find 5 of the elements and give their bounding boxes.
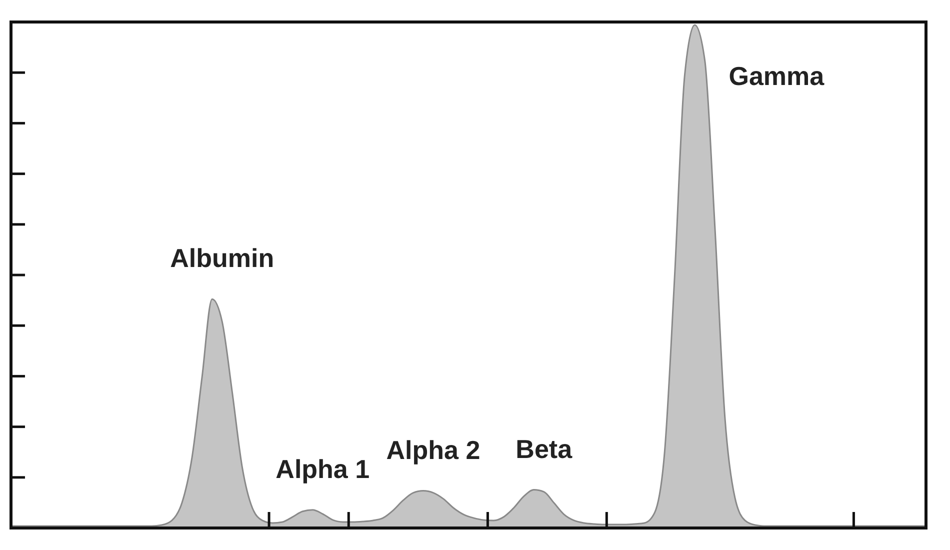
annotation: Gamma: [728, 61, 825, 91]
annotation: Albumin: [170, 243, 274, 274]
annotation: Alpha 1: [276, 454, 370, 484]
annotation: Alpha 2: [386, 434, 480, 465]
annotation: Beta: [516, 434, 573, 464]
